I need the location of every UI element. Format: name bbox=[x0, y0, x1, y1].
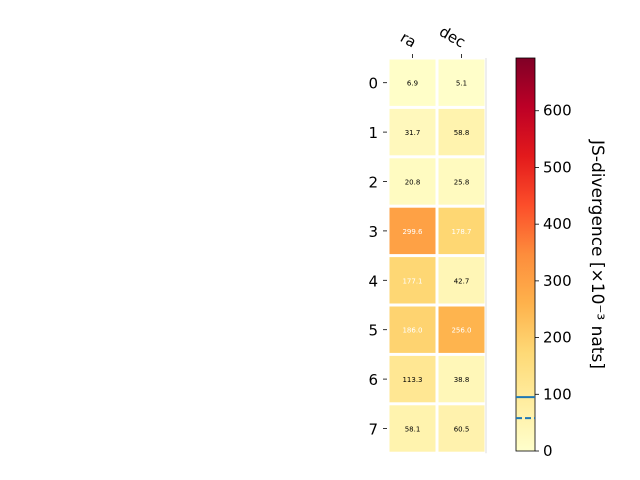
cell-value-label: 299.6 bbox=[402, 228, 423, 236]
cell-value-label: 5.1 bbox=[456, 80, 467, 88]
cell-value-label: 186.0 bbox=[402, 327, 422, 335]
heatmap-cell-3-ra bbox=[389, 207, 436, 255]
cell-value-label: 58.8 bbox=[454, 129, 470, 137]
y-tick-label-4: 4 bbox=[368, 272, 378, 290]
heatmap-cell-0-ra bbox=[389, 59, 436, 106]
x-tick-label-dec: dec bbox=[436, 22, 468, 51]
plot-area: 6.9 5.1 31.7 58.8 20.8 25.8 299.6 178.7 177.1 42.… bbox=[368, 22, 487, 454]
y-tick-label-7: 7 bbox=[368, 421, 378, 439]
heatmap-cell-7-ra bbox=[389, 405, 436, 452]
heatmap-cell-5-ra bbox=[389, 306, 436, 353]
cell-value-label: 256.0 bbox=[451, 327, 471, 335]
cell-value-label: 20.8 bbox=[405, 179, 421, 187]
heatmap-cell-6-ra bbox=[389, 355, 436, 403]
x-tick-label-ra: ra bbox=[397, 28, 419, 51]
cell-value-label: 6.9 bbox=[407, 80, 418, 88]
cell-value-label: 42.7 bbox=[454, 277, 470, 285]
cell-value-label: 38.8 bbox=[454, 376, 470, 384]
colorbar-tick-label: 300 bbox=[543, 272, 572, 290]
heatmap-cell-2-dec bbox=[438, 158, 485, 205]
colorbar-tick-label: 100 bbox=[543, 385, 572, 403]
colorbar-tick-label: 500 bbox=[543, 158, 572, 176]
colorbar-tick-label: 600 bbox=[543, 102, 572, 120]
heatmap-cell-6-dec bbox=[438, 355, 485, 403]
cell-value-label: 58.1 bbox=[405, 426, 421, 434]
heatmap-cell-2-ra bbox=[389, 158, 436, 205]
y-tick-label-3: 3 bbox=[368, 223, 378, 241]
colorbar: 0 100 200 300 400 500 600 JS-divergence [×10⁻³ … bbox=[515, 57, 607, 460]
cell-value-label: 177.1 bbox=[402, 277, 422, 285]
cell-value-label: 31.7 bbox=[405, 129, 421, 137]
colorbar-gradient bbox=[515, 57, 536, 452]
cell-value-label: 113.3 bbox=[402, 376, 422, 384]
heatmap-cell-1-dec bbox=[438, 108, 485, 156]
heatmap-cell-4-dec bbox=[438, 257, 485, 304]
heatmap-cell-7-dec bbox=[438, 405, 485, 452]
y-tick-label-2: 2 bbox=[368, 174, 378, 192]
cell-value-label: 25.8 bbox=[454, 179, 470, 187]
colorbar-tick-label: 400 bbox=[543, 215, 572, 233]
cell-value-label: 178.7 bbox=[451, 228, 471, 236]
heatmap-cell-4-ra bbox=[389, 257, 436, 304]
y-tick-label-5: 5 bbox=[368, 322, 378, 340]
colorbar-label: JS-divergence [×10⁻³ nats] bbox=[587, 139, 607, 369]
y-tick-label-6: 6 bbox=[368, 371, 378, 389]
y-tick-label-1: 1 bbox=[368, 124, 378, 142]
heatmap-cell-1-ra bbox=[389, 108, 436, 156]
colorbar-tick-label: 0 bbox=[543, 442, 553, 460]
colorbar-tick-label: 200 bbox=[543, 329, 572, 347]
heatmap-cell-5-dec bbox=[438, 306, 485, 353]
heatmap-cell-3-dec bbox=[438, 207, 485, 255]
heatmap-cell-0-dec bbox=[438, 59, 485, 106]
cell-value-label: 60.5 bbox=[454, 426, 470, 434]
y-tick-label-0: 0 bbox=[368, 75, 378, 93]
